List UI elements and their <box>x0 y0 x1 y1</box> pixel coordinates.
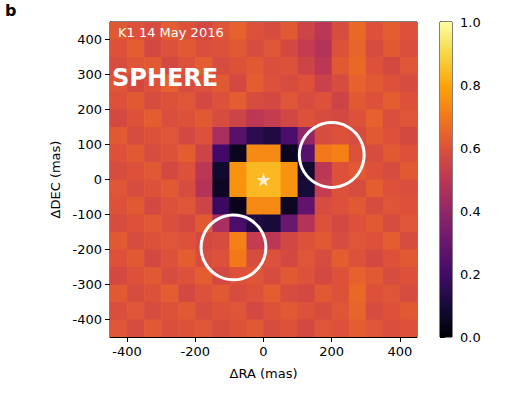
svg-text:400: 400 <box>77 32 102 47</box>
svg-text:-300: -300 <box>72 277 102 292</box>
svg-text:-200: -200 <box>72 242 102 257</box>
svg-text:200: 200 <box>77 102 102 117</box>
svg-text:0.2: 0.2 <box>460 267 481 282</box>
svg-text:0.0: 0.0 <box>460 330 481 345</box>
svg-text:0: 0 <box>259 344 267 359</box>
svg-text:-400: -400 <box>72 312 102 327</box>
svg-text:ΔRA (mas): ΔRA (mas) <box>230 366 298 381</box>
svg-text:K1 14 May 2016: K1 14 May 2016 <box>118 25 224 40</box>
svg-text:200: 200 <box>319 344 344 359</box>
svg-text:400: 400 <box>388 344 413 359</box>
svg-text:1.0: 1.0 <box>460 15 481 30</box>
svg-text:-100: -100 <box>72 207 102 222</box>
svg-text:ΔDEC (mas): ΔDEC (mas) <box>48 141 63 219</box>
svg-text:0: 0 <box>94 172 102 187</box>
svg-text:-400: -400 <box>112 344 142 359</box>
svg-text:0.4: 0.4 <box>460 204 481 219</box>
svg-text:0.6: 0.6 <box>460 141 481 156</box>
svg-text:SPHERE: SPHERE <box>112 64 218 92</box>
svg-text:-200: -200 <box>181 344 211 359</box>
svg-text:b: b <box>5 1 16 20</box>
svg-text:0.8: 0.8 <box>460 78 481 93</box>
svg-text:100: 100 <box>77 137 102 152</box>
svg-text:300: 300 <box>77 67 102 82</box>
